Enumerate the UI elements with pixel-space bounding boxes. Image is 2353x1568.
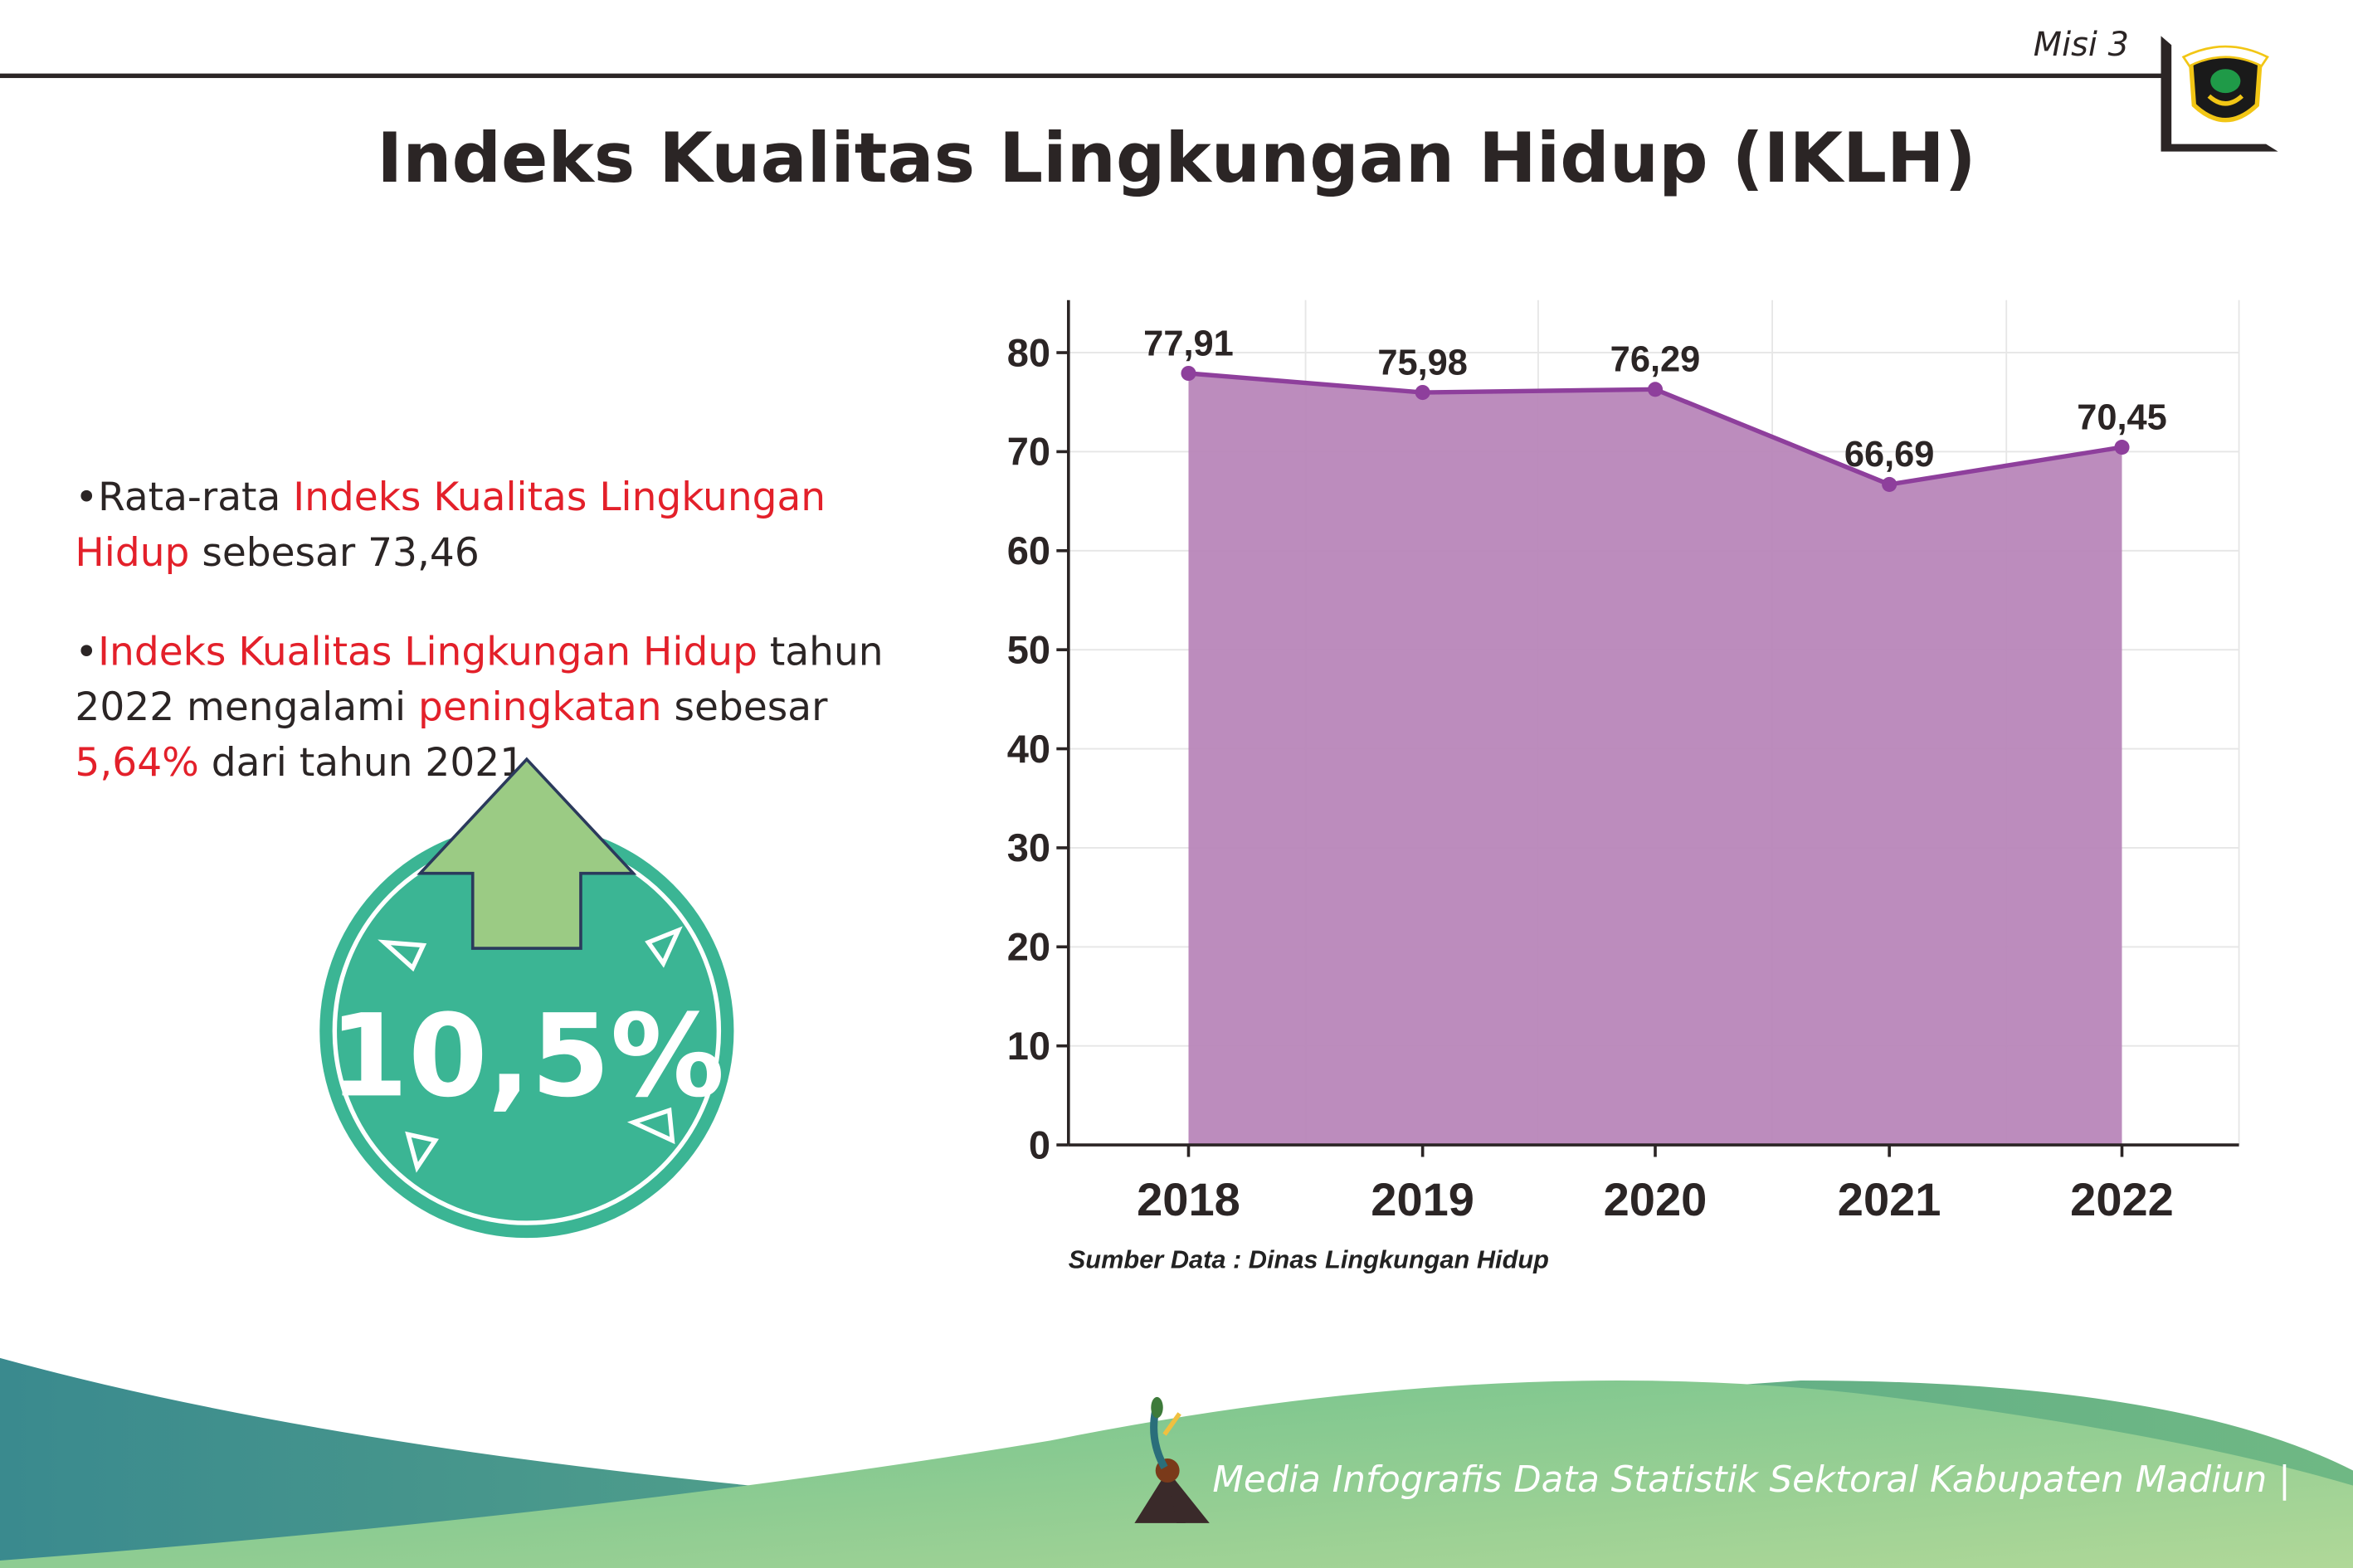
x-tick-label: 2022 [2070,1173,2174,1225]
highlight: peningkatan [418,685,662,731]
footer-caption: Media Infografis Data Statistik Sektoral… [1212,1458,2291,1501]
iklh-area-chart: 0 10 20 30 40 50 60 70 80 77,91 2018 75,98 2019 76,29… [1007,299,2240,1225]
kabupaten-madiun-logo [2181,45,2269,123]
y-tick-label: 50 [1007,627,1050,671]
data-label: 75,98 [1377,343,1468,382]
data-label: 66,69 [1844,435,1935,475]
area-fill [1188,373,2122,1146]
y-tick-label: 60 [1007,528,1050,572]
footer-wave [0,1357,2353,1568]
data-point [1181,365,1196,382]
y-tick-label: 10 [1007,1024,1050,1068]
y-tick-label: 80 [1007,330,1050,374]
x-tick-label: 2019 [1371,1173,1474,1225]
data-source: Sumber Data : Dinas Lingkungan Hidup [1068,1245,1549,1274]
y-tick-label: 30 [1007,825,1050,869]
badge-value: 10,5% [329,990,724,1122]
text: tahun 2022 mengalami [75,630,884,731]
text: Rata-rata [98,475,294,521]
x-tick-label: 2018 [1137,1173,1240,1225]
page-title: Indeks Kualitas Lingkungan Hidup (IKLH) [377,117,1976,198]
data-label: 77,91 [1143,324,1234,363]
text: sebesar [661,685,828,731]
mission-label: Misi 3 [2033,27,2129,65]
highlight: Indeks Kualitas Lingkungan Hidup [75,475,826,577]
y-tick-label: 40 [1007,727,1050,771]
statistics-mascot-icon [1134,1396,1210,1523]
data-point [1415,384,1430,401]
bullet-increase: •Indeks Kualitas Lingkungan Hidup tahun … [75,630,884,786]
text: sebesar 73,46 [189,531,480,577]
text: dari tahun 2021 [198,741,525,786]
y-tick-label: 70 [1007,430,1050,474]
data-point [1882,476,1898,492]
highlight: 5,64% [75,741,199,786]
data-label: 70,45 [2077,397,2167,437]
x-tick-label: 2020 [1604,1173,1708,1225]
bullet-average: •Rata-rata Indeks Kualitas Lingkungan Hi… [75,475,826,577]
header-frame [0,36,2278,152]
highlight: Indeks Kualitas Lingkungan Hidup [98,630,758,675]
y-tick-label: 20 [1007,925,1050,969]
x-tick-label: 2021 [1838,1173,1941,1225]
data-label: 76,29 [1610,340,1701,380]
growth-badge: 10,5% [319,757,734,1239]
arrow-up-icon [417,757,637,950]
data-point [2114,440,2130,455]
y-tick-label: 0 [1029,1122,1050,1166]
data-point [1647,382,1664,397]
